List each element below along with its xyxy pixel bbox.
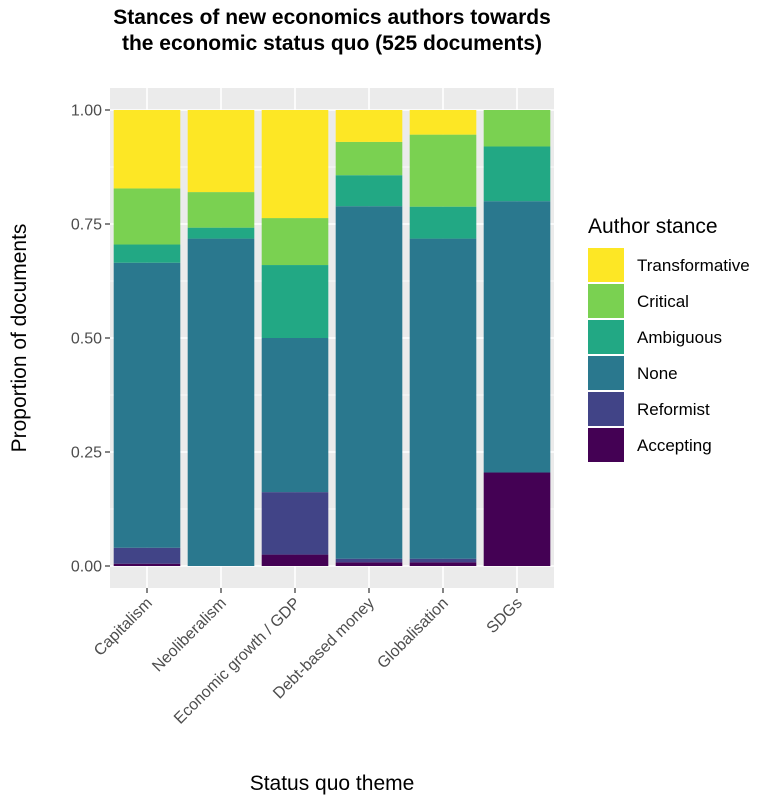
legend-swatch-none (588, 356, 624, 390)
bar-segment-critical (261, 218, 329, 266)
bar-segment-ambiguous (483, 146, 551, 202)
y-tick-label: 0.25 (71, 445, 102, 462)
bar-segment-critical (113, 188, 181, 245)
bar-segment-reformist (409, 558, 477, 563)
bar-segment-transformative (261, 110, 329, 219)
legend-title: Author stance (588, 215, 718, 238)
chart-title-line-1: Stances of new economics authors towards (113, 6, 551, 29)
x-tick-label: Globalisation (374, 595, 451, 672)
bar-segment-transformative (335, 110, 403, 142)
bar-segment-accepting (335, 562, 403, 566)
legend-swatch-transformative (588, 248, 624, 282)
y-tick-label: 1.00 (71, 103, 102, 120)
bar-segment-ambiguous (113, 244, 181, 263)
x-axis-title: Status quo theme (250, 772, 415, 795)
bar-segment-reformist (261, 492, 329, 555)
bar-segment-ambiguous (409, 206, 477, 239)
legend: Author stance Transformative Critical Ambi… (588, 215, 750, 462)
legend-label-ambiguous: Ambiguous (637, 328, 722, 347)
bar-segment-reformist (335, 558, 403, 563)
legend-label-accepting: Accepting (637, 436, 712, 455)
bar-segment-accepting (113, 563, 181, 566)
bar-segment-accepting (261, 554, 329, 566)
legend-swatch-reformist (588, 392, 624, 426)
bar-segment-none (187, 238, 255, 567)
bars (113, 110, 551, 567)
y-tick-label: 0.50 (71, 331, 102, 348)
bar-segment-critical (187, 192, 255, 228)
y-axis: 0.00 0.25 0.50 0.75 1.00 (71, 103, 110, 576)
bar-segment-transformative (113, 110, 181, 189)
bar-segment-ambiguous (187, 227, 255, 239)
x-tick-label: Neoliberalism (149, 595, 230, 676)
bar-segment-none (335, 206, 403, 559)
bar-segment-none (261, 338, 329, 493)
x-tick-label: Capitalism (91, 595, 156, 660)
legend-swatch-critical (588, 284, 624, 318)
legend-label-critical: Critical (637, 292, 689, 311)
bar-segment-critical (335, 141, 403, 176)
legend-label-none: None (637, 364, 678, 383)
bar-segment-transformative (187, 110, 255, 193)
y-tick-label: 0.75 (71, 217, 102, 234)
bar-segment-ambiguous (261, 265, 329, 338)
chart-title-line-2: the economic status quo (525 documents) (122, 32, 542, 55)
y-tick-label: 0.00 (71, 559, 102, 576)
x-tick-label: SDGs (484, 595, 526, 637)
bar-segment-accepting (483, 472, 551, 566)
bar-segment-reformist (113, 547, 181, 564)
legend-swatch-ambiguous (588, 320, 624, 354)
bar-segment-critical (483, 110, 551, 147)
y-axis-title: Proportion of documents (8, 224, 31, 453)
bar-segment-ambiguous (335, 175, 403, 207)
bar-segment-accepting (409, 562, 477, 566)
bar-segment-none (409, 238, 477, 559)
legend-label-reformist: Reformist (637, 400, 710, 419)
bar-segment-transformative (409, 110, 477, 135)
bar-segment-critical (409, 134, 477, 207)
legend-swatch-accepting (588, 428, 624, 462)
legend-label-transformative: Transformative (637, 256, 750, 275)
bar-segment-none (483, 201, 551, 473)
minor-gridlines (110, 166, 554, 510)
x-tick-label: Economic growth / GDP (171, 595, 304, 728)
bar-segment-none (113, 262, 181, 548)
